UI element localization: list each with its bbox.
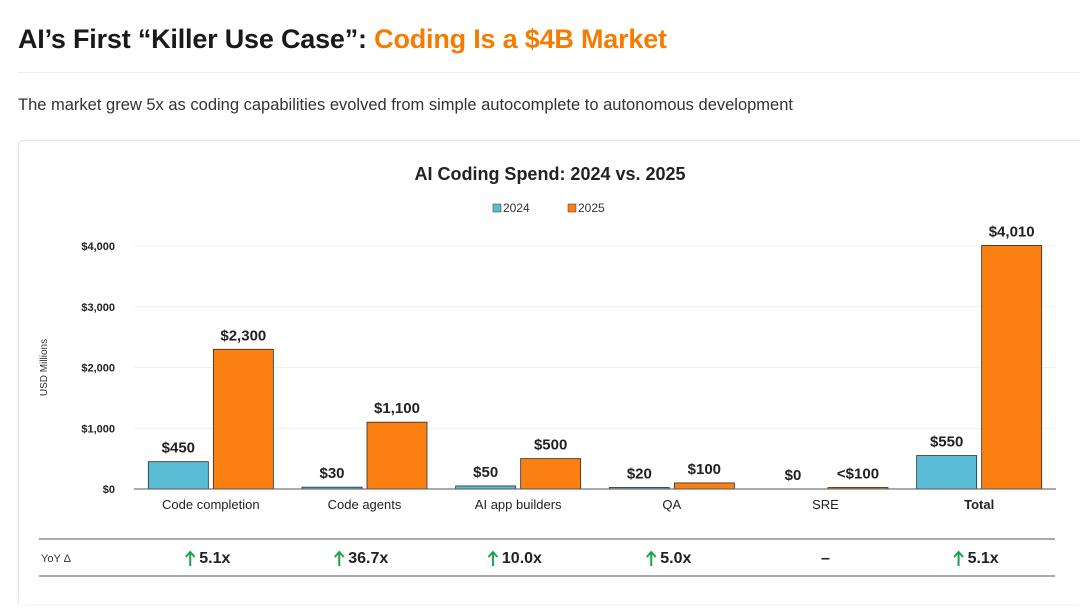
- y-tick-label: $3,000: [81, 302, 115, 314]
- bar-2025: [366, 421, 428, 490]
- arrow-up-icon-head: [953, 550, 964, 558]
- page-subtitle: The market grew 5x as coding capabilitie…: [18, 96, 793, 114]
- y-tick-label: $2,000: [81, 363, 115, 375]
- bar-value-label-2024: $450: [162, 440, 195, 457]
- bar-value-label-2025: $4,010: [989, 223, 1035, 240]
- x-tick-label: Code completion: [162, 497, 260, 512]
- page-title-accent: Coding Is a $4B Market: [374, 24, 667, 54]
- arrow-up-icon-head: [645, 550, 657, 558]
- title-divider: [18, 72, 1080, 73]
- legend-label-2024: 2024: [503, 201, 530, 215]
- yoy-value: 5.1x: [199, 550, 230, 567]
- bar-value-label-2025: <$100: [837, 466, 879, 483]
- bar-2025: [520, 458, 582, 490]
- chart-svg: AI Coding Spend: 2024 vs. 2025 2024 2025 US…: [39, 164, 1056, 577]
- bar-2024: [147, 461, 209, 490]
- yoy-value: 10.0x: [502, 550, 542, 567]
- legend-swatch-2025: [567, 203, 577, 213]
- page-title-main: AI’s First “Killer Use Case”:: [18, 24, 367, 54]
- chart-title: AI Coding Spend: 2024 vs. 2025: [414, 164, 685, 184]
- bar-value-label-2024: $20: [627, 466, 652, 483]
- bar-2025: [212, 348, 274, 490]
- arrow-up-icon-head: [334, 550, 345, 558]
- yoy-value: 5.1x: [968, 550, 999, 567]
- legend-label-2025: 2025: [578, 201, 605, 215]
- bar-value-label-2025: $500: [534, 437, 567, 454]
- yoy-value: 5.0x: [660, 550, 691, 567]
- bar-2025: [673, 482, 735, 490]
- arrow-up-icon-head: [487, 550, 499, 558]
- yoy-value: 36.7x: [348, 550, 388, 567]
- y-tick-label: $4,000: [81, 241, 115, 253]
- y-tick-label: $1,000: [81, 423, 115, 435]
- x-tick-label: QA: [662, 497, 681, 512]
- chart-card: AI Coding Spend: 2024 vs. 2025 2024 2025 US…: [18, 140, 1080, 604]
- x-tick-label: Code agents: [328, 497, 402, 512]
- page-title: AI’s First “Killer Use Case”: Coding Is …: [18, 24, 667, 55]
- bar-value-label-2024: $30: [319, 465, 344, 482]
- x-tick-label: AI app builders: [475, 497, 562, 512]
- arrow-up-icon-head: [184, 550, 196, 558]
- bar-value-label-2025: $2,300: [220, 327, 266, 344]
- x-tick-label: SRE: [812, 497, 839, 512]
- y-axis-label: USD Millions: [39, 339, 50, 396]
- bar-value-label-2024: $50: [473, 464, 498, 481]
- x-tick-label: Total: [964, 497, 994, 512]
- legend-swatch-2024: [492, 203, 502, 213]
- y-tick-label: $0: [103, 484, 115, 496]
- bar-value-label-2025: $100: [688, 461, 721, 478]
- bar-value-label-2025: $1,100: [374, 400, 420, 417]
- bar-value-label-2024: $0: [785, 467, 802, 484]
- bar-2025: [981, 244, 1043, 490]
- yoy-value: –: [821, 550, 830, 567]
- bar-2024: [916, 455, 978, 490]
- bar-value-label-2024: $550: [930, 434, 963, 451]
- yoy-row-label: YoY Δ: [41, 553, 72, 565]
